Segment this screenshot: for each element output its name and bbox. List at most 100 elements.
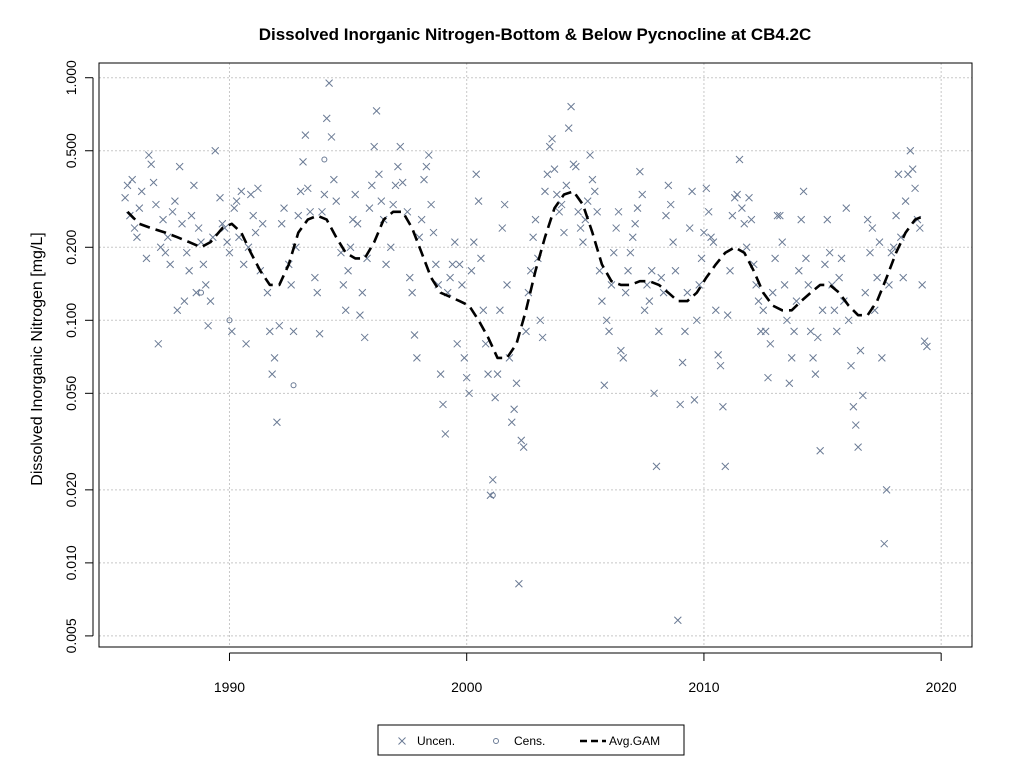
data-point-uncensored xyxy=(600,381,609,390)
data-point-uncensored xyxy=(595,266,604,275)
data-point-uncensored xyxy=(626,248,635,257)
data-point-uncensored xyxy=(806,327,815,336)
data-point-uncensored xyxy=(586,151,594,159)
data-point-uncensored xyxy=(280,204,288,212)
data-point-uncensored xyxy=(173,306,182,315)
chart-title: Dissolved Inorganic Nitrogen-Bottom & Be… xyxy=(259,25,812,44)
data-point-uncensored xyxy=(885,280,893,289)
data-point-uncensored xyxy=(458,280,466,289)
data-point-uncensored xyxy=(780,280,789,289)
data-point-uncensored xyxy=(394,162,402,171)
data-point-uncensored xyxy=(704,207,713,216)
data-point-uncensored xyxy=(669,238,677,246)
data-point-uncensored xyxy=(515,579,523,588)
data-point-uncensored xyxy=(182,248,191,257)
data-point-uncensored xyxy=(462,373,471,382)
data-point-uncensored xyxy=(605,327,613,336)
data-point-uncensored xyxy=(555,207,564,216)
data-point-uncensored xyxy=(719,402,727,411)
data-point-uncensored xyxy=(607,280,616,289)
y-tick-label: 1.000 xyxy=(63,60,79,95)
data-point-uncensored xyxy=(892,211,900,220)
data-point-uncensored xyxy=(484,370,492,378)
data-point-uncensored xyxy=(906,146,915,155)
data-point-uncensored xyxy=(593,207,602,216)
data-point-uncensored xyxy=(728,211,737,220)
data-point-uncensored xyxy=(128,175,137,184)
data-point-uncensored xyxy=(251,228,260,237)
data-point-uncensored xyxy=(341,306,350,315)
data-point-uncensored xyxy=(609,248,618,257)
data-point-uncensored xyxy=(671,266,680,275)
data-point-uncensored xyxy=(481,339,490,348)
data-point-uncensored xyxy=(367,181,376,190)
data-point-uncensored xyxy=(472,170,481,179)
data-point-uncensored xyxy=(246,190,255,199)
data-point-uncensored xyxy=(137,187,146,196)
grid-lines xyxy=(99,63,972,647)
data-point-uncensored xyxy=(320,190,329,199)
data-point-uncensored xyxy=(249,211,258,220)
data-point-uncensored xyxy=(887,248,896,257)
legend-marker-censored xyxy=(493,738,499,744)
data-point-uncensored xyxy=(624,266,632,275)
data-point-uncensored xyxy=(861,288,870,297)
data-point-uncensored xyxy=(325,79,333,87)
data-point-uncensored xyxy=(429,228,438,237)
legend-label-uncensored: Uncen. xyxy=(417,734,455,748)
data-point-uncensored xyxy=(655,327,663,336)
data-point-uncensored xyxy=(745,193,753,202)
data-point-uncensored xyxy=(688,187,696,196)
data-point-uncensored xyxy=(638,190,647,199)
data-point-uncensored xyxy=(830,306,839,315)
data-point-uncensored xyxy=(420,175,428,184)
data-point-uncensored xyxy=(517,436,526,445)
y-tick-label: 0.010 xyxy=(63,545,79,580)
data-point-uncensored xyxy=(315,329,324,338)
data-point-uncensored xyxy=(372,107,381,115)
y-axis-label: Dissolved Inorganic Nitrogen [mg/L] xyxy=(29,232,46,485)
data-point-uncensored xyxy=(306,207,314,216)
data-point-uncensored xyxy=(773,211,782,220)
data-point-uncensored xyxy=(469,238,478,246)
legend-marker-uncensored xyxy=(398,737,406,745)
data-point-uncensored xyxy=(538,333,547,342)
data-point-uncensored xyxy=(275,321,284,330)
data-point-uncensored xyxy=(185,266,194,275)
data-point-uncensored xyxy=(377,197,386,205)
data-point-uncensored xyxy=(403,207,412,216)
data-point-uncensored xyxy=(216,193,224,202)
data-point-uncensored xyxy=(332,197,341,205)
data-point-uncensored xyxy=(287,280,296,289)
data-point-uncensored xyxy=(813,333,822,342)
data-point-uncensored xyxy=(360,333,369,342)
data-point-uncensored xyxy=(218,219,227,228)
data-point-uncensored xyxy=(711,306,720,315)
data-point-uncensored xyxy=(144,151,153,159)
data-point-uncensored xyxy=(152,200,160,209)
data-point-uncensored xyxy=(685,224,694,232)
legend-label-censored: Cens. xyxy=(514,734,545,748)
data-point-uncensored xyxy=(223,238,231,246)
data-point-uncensored xyxy=(270,354,279,362)
data-point-uncensored xyxy=(493,370,502,378)
data-point-uncensored xyxy=(526,266,535,275)
data-point-uncensored xyxy=(645,297,654,305)
data-point-uncensored xyxy=(467,266,476,275)
data-point-uncensored xyxy=(683,288,692,297)
data-point-uncensored xyxy=(237,187,246,196)
data-point-uncensored xyxy=(465,389,473,398)
data-point-uncensored xyxy=(590,187,599,196)
data-point-uncensored xyxy=(835,273,844,282)
data-point-uncensored xyxy=(313,288,322,297)
data-point-uncensored xyxy=(854,443,862,451)
legend-label-gam: Avg.GAM xyxy=(609,734,660,748)
data-point-uncensored xyxy=(541,187,549,196)
data-point-uncensored xyxy=(123,181,132,190)
data-point-uncensored xyxy=(154,339,163,348)
data-point-uncensored xyxy=(244,243,253,252)
data-point-uncensored xyxy=(571,162,580,171)
data-point-uncensored xyxy=(716,361,725,370)
data-point-uncensored xyxy=(163,233,172,242)
